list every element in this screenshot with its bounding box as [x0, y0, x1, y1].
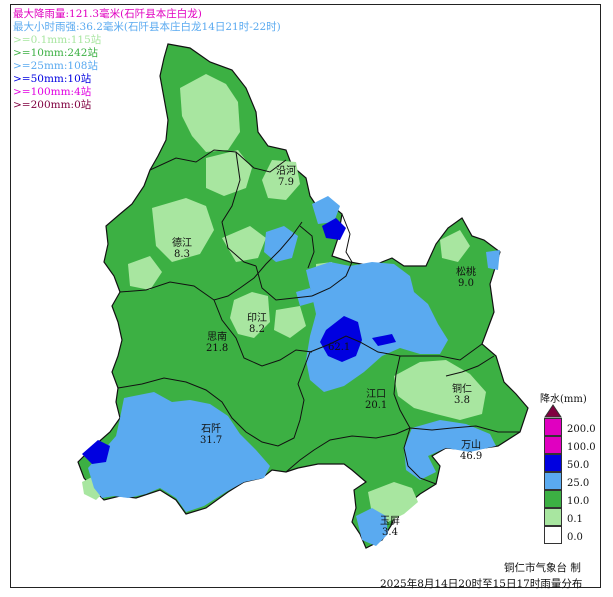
county-label-tongren: 铜仁 3.8: [452, 384, 472, 406]
legend-swatch-100: [544, 436, 562, 454]
station-stats: 最大降雨量:121.3毫米(石阡县本庄白龙) 最大小时雨强:36.2毫米(石阡县…: [13, 8, 281, 112]
legend-swatch-25: [544, 472, 562, 490]
legend-value-25: 25.0: [567, 478, 590, 489]
count-200mm: >=200mm:0站: [13, 99, 92, 111]
county-value: 8.2: [249, 324, 265, 335]
county-value: 20.1: [365, 400, 388, 411]
legend-cap-triangle: [544, 404, 562, 418]
rain-50-100-zones: [82, 218, 396, 464]
legend-value-0: 0.0: [567, 532, 583, 543]
county-value: 3.8: [454, 395, 470, 406]
legend-title: 降水(mm): [540, 394, 587, 405]
max-hourly-text: 最大小时雨强:36.2毫米(石阡县本庄白龙14日21时-22时): [13, 21, 281, 33]
county-label-dejiang: 德江 8.3: [172, 238, 192, 260]
county-name: 松桃: [456, 267, 476, 278]
county-value: 7.9: [278, 177, 294, 188]
count-10mm: >=10mm:242站: [13, 47, 98, 59]
county-label-center: 62.1: [328, 342, 350, 353]
legend-swatch-0-1: [544, 508, 562, 526]
legend-value-0-1: 0.1: [567, 514, 583, 525]
map-caption: 2025年8月14日20时至15日17时雨量分布: [380, 578, 583, 590]
county-name: 铜仁: [452, 384, 472, 395]
legend-value-200: 200.0: [567, 424, 596, 435]
county-name: 德江: [172, 238, 192, 249]
legend-swatch-50: [544, 454, 562, 472]
county-label-songtao: 松桃 9.0: [456, 267, 476, 289]
legend-swatch-10: [544, 490, 562, 508]
county-label-jiangkou: 江口 20.1: [365, 389, 387, 411]
county-label-wanshan: 万山 46.9: [460, 440, 482, 462]
max-rainfall-text: 最大降雨量:121.3毫米(石阡县本庄白龙): [13, 8, 202, 20]
county-value: 9.0: [458, 278, 474, 289]
count-50mm: >=50mm:10站: [13, 73, 92, 85]
legend-swatch-200: [544, 418, 562, 436]
county-name: 江口: [366, 389, 387, 400]
county-name: 思南: [207, 332, 228, 343]
count-100mm: >=100mm:4站: [13, 86, 92, 98]
county-boundaries: [117, 149, 520, 485]
county-name: 万山: [461, 440, 482, 451]
legend-swatch-0: [544, 526, 562, 544]
county-label-sinan: 思南 21.8: [206, 332, 228, 354]
county-name: 沿河: [276, 166, 296, 177]
county-value: 21.8: [206, 343, 229, 354]
county-name: 玉屏: [380, 516, 400, 527]
county-name: 石阡: [201, 424, 222, 435]
county-value: 8.3: [174, 249, 190, 260]
county-name: 印江: [247, 313, 267, 324]
county-value: 62.1: [328, 342, 351, 353]
credit-text: 铜仁市气象台 制: [504, 562, 581, 574]
count-0-1mm: >=0.1mm:115站: [13, 34, 102, 46]
rain-10-25-zones: [82, 74, 486, 522]
county-value: 31.7: [200, 435, 223, 446]
county-label-yanhe: 沿河 7.9: [276, 166, 296, 188]
county-value: 46.9: [460, 451, 483, 462]
county-label-shiqian: 石阡 31.7: [200, 424, 222, 446]
legend-value-50: 50.0: [567, 460, 590, 471]
county-label-yinjiang: 印江 8.2: [247, 313, 267, 335]
legend-value-100: 100.0: [567, 442, 596, 453]
county-label-yuping: 玉屏 3.4: [380, 516, 400, 538]
legend-value-10: 10.0: [567, 496, 590, 507]
county-value: 3.4: [382, 527, 398, 538]
count-25mm: >=25mm:108站: [13, 60, 98, 72]
